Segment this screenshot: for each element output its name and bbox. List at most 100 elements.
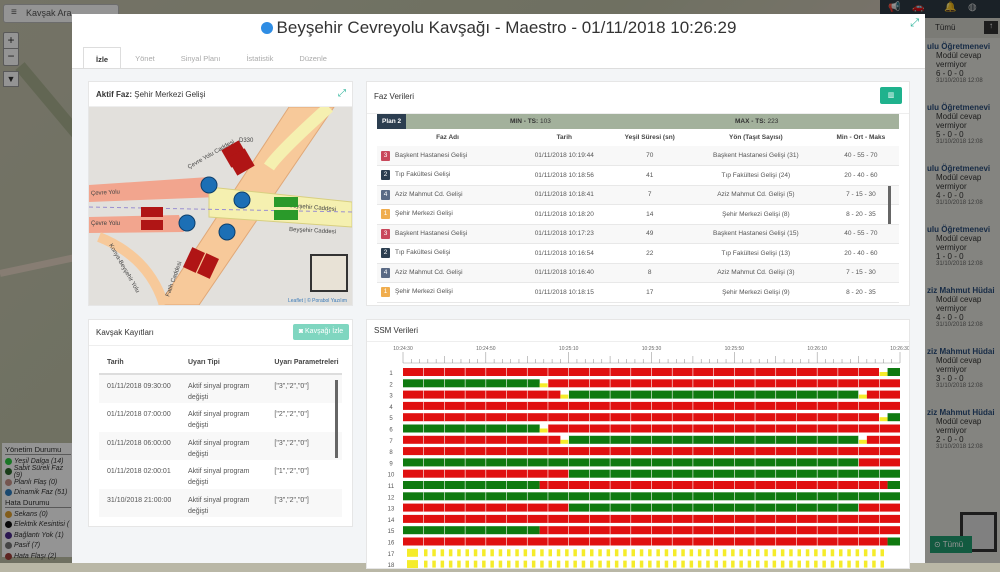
column-header[interactable]: Yön (Taşıt Sayısı): [729, 134, 783, 141]
map-street-label: Beyşehir Caddesi: [289, 203, 336, 213]
table-row[interactable]: 4 Aziz Mahmut Cd. Gelişi 01/11/2018 10:16:…: [377, 263, 899, 283]
globe-icon[interactable]: ◍: [968, 2, 977, 13]
red-segment: [403, 435, 561, 444]
detector-icon: [233, 191, 251, 209]
signal-group-row: 18: [388, 560, 884, 569]
chart-button[interactable]: ▥: [880, 87, 902, 104]
legend-item[interactable]: Sabit Süreli Faz (9): [5, 465, 71, 479]
tab-4[interactable]: Düzenle: [299, 54, 327, 63]
status-dot-icon: [5, 531, 12, 539]
column-header[interactable]: Uyarı Parametreleri: [266, 352, 342, 375]
filter-button[interactable]: ▼: [3, 71, 19, 87]
cell-date: 01/11/2018 10:18:15: [534, 288, 594, 296]
search-label: Kavşak Ara: [26, 8, 72, 18]
legend-item[interactable]: Sekans (0): [5, 509, 71, 520]
flash-block: [507, 549, 511, 557]
table-row[interactable]: 01/11/2018 02:00:01 Aktif sinyal program …: [99, 460, 342, 489]
legend-item[interactable]: Hata Flaşı (2): [5, 551, 71, 562]
car-icon[interactable]: 🚗: [912, 2, 925, 13]
table-row[interactable]: 31/10/2018 21:00:00 Aktif sinyal program …: [99, 488, 342, 517]
flash-block: [639, 560, 644, 568]
table-row[interactable]: 01/11/2018 07:00:00 Aktif sinyal program …: [99, 403, 342, 432]
legend-item[interactable]: Yeşil Dalga (14): [5, 456, 71, 467]
table-row[interactable]: 1 Şehir Merkezi Gelişi 01/11/2018 10:18:20…: [377, 205, 899, 224]
column-header[interactable]: Tarih: [556, 134, 572, 141]
max-ts-label: MAX - TS:: [735, 118, 766, 125]
tab-0[interactable]: İzle: [83, 47, 122, 70]
scrollbar[interactable]: [335, 380, 338, 458]
table-row[interactable]: 3 Başkent Hastanesi Gelişi 01/11/2018 10:1…: [377, 146, 899, 166]
cell-date: 01/11/2018 10:18:56: [534, 171, 594, 179]
flash-block: [465, 549, 469, 557]
tab-1[interactable]: Yönet: [135, 54, 155, 63]
legend-item[interactable]: Pasif (7): [5, 541, 71, 552]
flash-block: [614, 549, 619, 557]
flash-block: [772, 560, 777, 568]
all-button[interactable]: ⊙ Tümü: [930, 536, 972, 553]
flash-block: [498, 549, 503, 557]
flash-block: [490, 560, 494, 568]
alert-item[interactable]: ziz Mahmut Hüdai Modül cevap vermiyor 4 - …: [925, 286, 1000, 343]
alert-item[interactable]: ulu Öğretmenevi Modül cevap vermiyor 6 - 0…: [925, 42, 1000, 99]
yellow-segment: [858, 394, 867, 399]
map-minimap[interactable]: [310, 254, 348, 292]
expand-icon[interactable]: ⤢: [338, 88, 346, 99]
phase-name-cell: 3 Başkent Hastanesi Gelişi: [377, 146, 519, 166]
alert-item[interactable]: ulu Öğretmenevi Modül cevap vermiyor 4 - 0…: [925, 164, 1000, 221]
tab-2[interactable]: Sinyal Planı: [180, 54, 221, 63]
signal-head: [274, 197, 298, 207]
detector-icon: [178, 214, 196, 232]
alert-item[interactable]: ulu Öğretmenevi Modül cevap vermiyor 1 - 0…: [925, 225, 1000, 282]
column-header[interactable]: Uyarı Tipi: [180, 352, 267, 375]
alerts-filter[interactable]: Tümü: [935, 23, 956, 32]
tab-3[interactable]: İstatistik: [246, 54, 274, 63]
row-label: 18: [388, 563, 395, 569]
watch-junction-button[interactable]: ◙ Kavşağı İzle: [293, 324, 349, 340]
table-row[interactable]: 01/11/2018 09:30:00 Aktif sinyal program …: [99, 374, 342, 403]
bell-icon[interactable]: 🔔: [944, 2, 957, 13]
alert-code: 1 - 0 - 0: [936, 252, 964, 261]
signal-group-row: 14: [388, 514, 900, 524]
expand-icon[interactable]: ⤢: [910, 17, 919, 29]
legend-item[interactable]: Bağlantı Yok (1): [5, 530, 71, 541]
legend-item[interactable]: Elektrik Kesintisi (: [5, 520, 71, 531]
alert-date: 31/10/2018 12:08: [936, 383, 983, 389]
table-row[interactable]: 2 Tıp Fakültesi Gelişi 01/11/2018 10:16:54…: [377, 244, 899, 263]
table-row[interactable]: 01/11/2018 06:00:00 Aktif sinyal program …: [99, 431, 342, 460]
alert-title: ziz Mahmut Hüdai: [927, 408, 995, 417]
scrollbar[interactable]: [888, 186, 891, 224]
column-header[interactable]: Tarih: [99, 352, 180, 375]
legend-item-label: Bağlantı Yok (1): [14, 531, 64, 539]
column-header[interactable]: Min - Ort - Maks: [836, 134, 886, 141]
legend-item[interactable]: Planlı Flaş (0): [5, 477, 71, 488]
table-row[interactable]: 2 Tıp Fakültesi Gelişi 01/11/2018 10:18:56…: [377, 166, 899, 185]
cell-params: ["3","2","0"]: [266, 488, 342, 517]
phase-number-badge: 2: [381, 248, 390, 259]
alert-title: ziz Mahmut Hüdai: [927, 286, 995, 295]
alert-item[interactable]: ziz Mahmut Hüdai Modül cevap vermiyor 2 - …: [925, 408, 1000, 465]
table-row[interactable]: 3 Başkent Hastanesi Gelişi 01/11/2018 10:1…: [377, 224, 899, 244]
alert-msg: Modül cevap vermiyor: [936, 112, 982, 130]
flash-block: [407, 560, 418, 569]
alerts-sidebar: Tümü ↑ ulu Öğretmenevi Modül cevap vermiyo…: [925, 18, 1000, 563]
top-navbar: 📢 🚗 🔔 ◍: [880, 0, 1000, 18]
announcement-icon[interactable]: 📢: [888, 2, 901, 13]
legend-section-title: Yönetim Durumu: [5, 445, 71, 455]
table-row[interactable]: [99, 517, 342, 524]
alert-item[interactable]: ulu Öğretmenevi Modül cevap vermiyor 5 - 0…: [925, 103, 1000, 160]
flash-block: [590, 560, 594, 568]
flash-block: [847, 549, 851, 557]
scroll-top-button[interactable]: ↑: [984, 21, 998, 34]
table-row[interactable]: 4 Aziz Mahmut Cd. Gelişi 01/11/2018 10:18:…: [377, 185, 899, 205]
flash-block: [556, 549, 561, 557]
zoom-out-button[interactable]: −: [7, 49, 15, 63]
column-header[interactable]: Yeşil Süresi (sn): [624, 134, 675, 141]
zoom-in-button[interactable]: +: [4, 33, 18, 49]
red-segment: [403, 537, 888, 546]
column-header[interactable]: Faz Adı: [436, 134, 459, 141]
legend-item[interactable]: Dinamik Faz (51): [5, 488, 71, 499]
table-row[interactable]: 1 Şehir Merkezi Gelişi 01/11/2018 10:18:15…: [377, 283, 899, 302]
alert-item[interactable]: ziz Mahmut Hüdai Modül cevap vermiyor 3 - …: [925, 347, 1000, 404]
map-attribution[interactable]: Leaflet | © Porabol Yazılım: [288, 297, 347, 304]
